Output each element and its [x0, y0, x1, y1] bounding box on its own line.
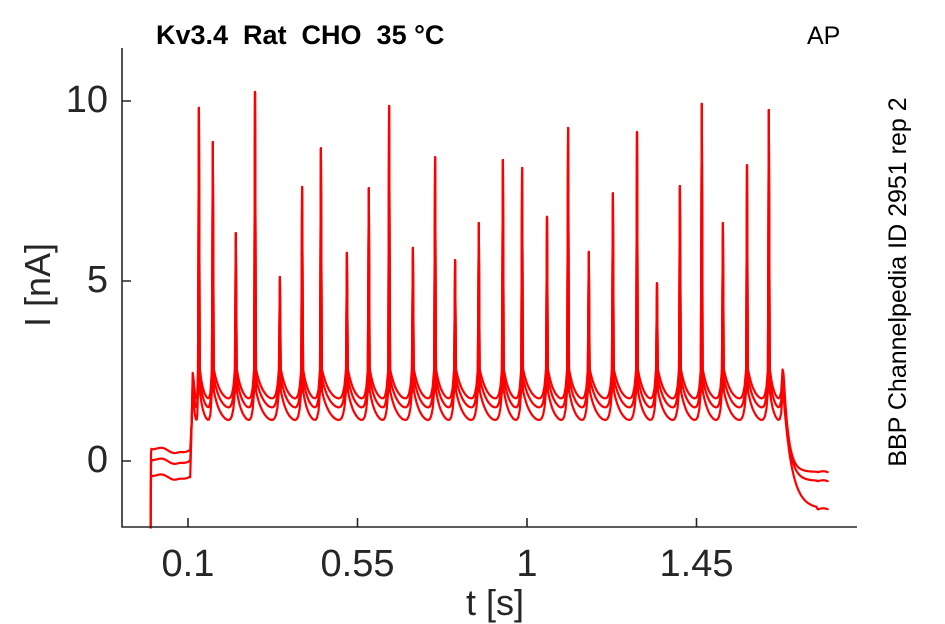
current-trace-repetition-1: [149, 90, 829, 529]
x-tick-label: 1: [516, 543, 538, 585]
x-axis-label: t [s]: [465, 582, 524, 623]
axis-ticks: [122, 100, 698, 527]
chart-title: Kv3.4 Rat CHO 35 °C: [156, 20, 445, 50]
x-tick-label: 0.1: [161, 543, 215, 585]
x-tick-label: 1.45: [659, 543, 734, 585]
side-annotation: BBP Channelpedia ID 2951 rep 2: [884, 97, 912, 467]
current-trace-repetition-2: [149, 90, 829, 529]
protocol-label: AP: [807, 22, 841, 50]
y-tick-label: 5: [86, 259, 108, 301]
current-trace-repetition-3: [149, 90, 829, 529]
y-tick-label: 0: [86, 439, 108, 481]
y-tick-label: 10: [65, 79, 108, 121]
axis-spines: [121, 48, 857, 528]
x-tick-label: 0.55: [320, 543, 395, 585]
